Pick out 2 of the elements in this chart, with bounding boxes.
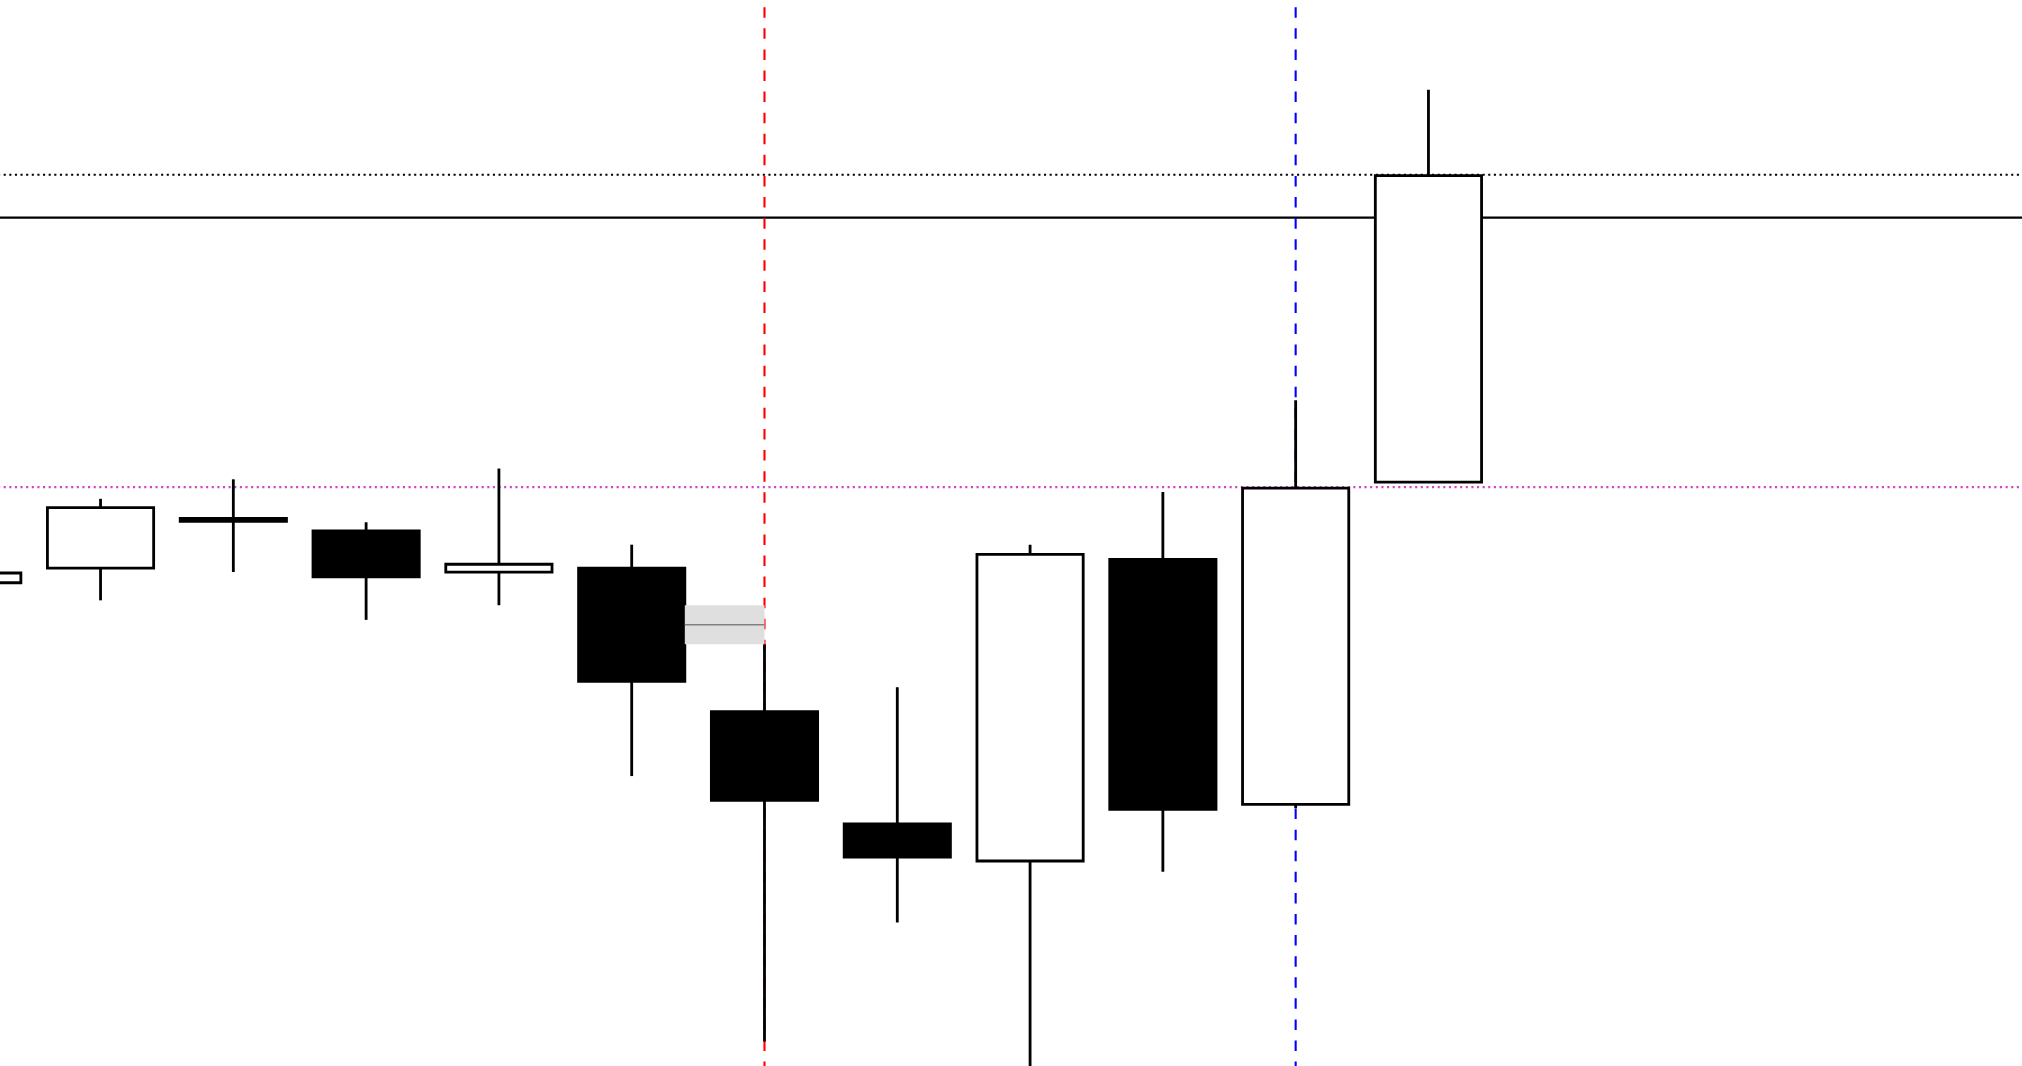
candlestick: [178, 477, 288, 574]
candlestick: [444, 467, 554, 607]
